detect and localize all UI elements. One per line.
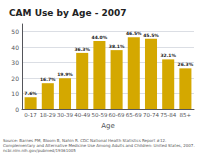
- svg-text:44.0%: 44.0%: [92, 35, 108, 40]
- svg-text:32.1%: 32.1%: [160, 53, 176, 58]
- svg-text:10: 10: [11, 90, 19, 97]
- svg-text:45.5%: 45.5%: [143, 33, 159, 38]
- svg-text:18-29: 18-29: [40, 112, 56, 118]
- svg-text:20: 20: [11, 75, 19, 82]
- svg-text:7.6%: 7.6%: [24, 91, 37, 96]
- svg-text:40: 40: [11, 44, 19, 51]
- svg-text:0-17: 0-17: [24, 112, 37, 118]
- svg-text:Age: Age: [101, 122, 115, 130]
- svg-text:0: 0: [15, 106, 19, 113]
- svg-text:85+: 85+: [180, 112, 192, 118]
- svg-text:Source: Barnes PM, Bloom B, Na: Source: Barnes PM, Bloom B, Nahin R. CDC…: [3, 138, 168, 143]
- svg-text:46.5%: 46.5%: [126, 31, 142, 36]
- svg-text:16.7%: 16.7%: [40, 77, 56, 82]
- svg-text:40-49: 40-49: [74, 112, 90, 118]
- svg-text:26.3%: 26.3%: [178, 62, 194, 67]
- svg-text:CAM Use by Age - 2007: CAM Use by Age - 2007: [9, 8, 127, 18]
- svg-text:30: 30: [11, 59, 19, 66]
- svg-text:65-69: 65-69: [126, 112, 142, 118]
- svg-text:ncbi.nlm.nih.gov/pubmed/193610: ncbi.nlm.nih.gov/pubmed/19361005: [3, 148, 76, 153]
- svg-text:36.3%: 36.3%: [74, 47, 90, 52]
- svg-text:50: 50: [11, 28, 19, 35]
- svg-text:38.1%: 38.1%: [109, 44, 125, 49]
- svg-text:70-74: 70-74: [143, 112, 159, 118]
- svg-text:60-69: 60-69: [109, 112, 125, 118]
- svg-text:19.9%: 19.9%: [57, 72, 73, 77]
- svg-text:75-84: 75-84: [160, 112, 176, 118]
- svg-text:30-39: 30-39: [57, 112, 73, 118]
- svg-text:Complementary and Alternative: Complementary and Alternative Medicine U…: [3, 143, 195, 148]
- svg-text:50-59: 50-59: [91, 112, 107, 118]
